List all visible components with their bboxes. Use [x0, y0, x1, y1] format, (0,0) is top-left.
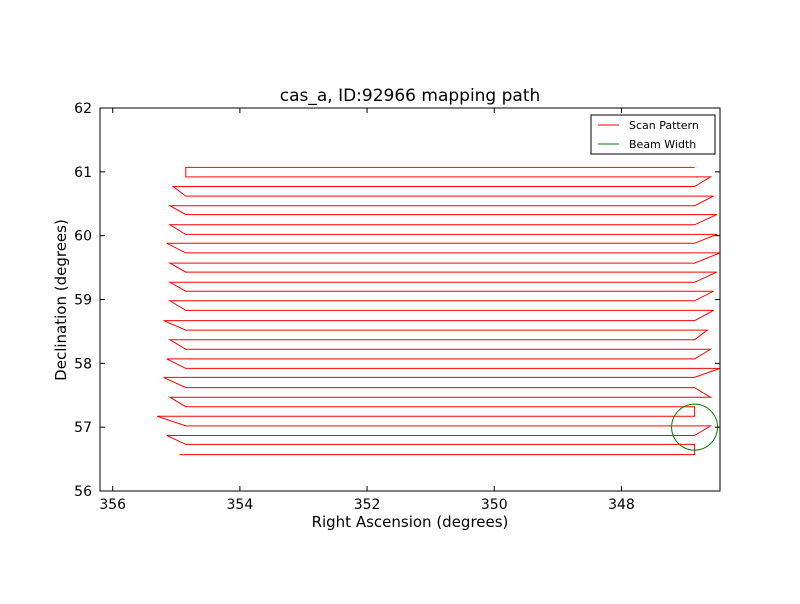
- y-tick-label: 59: [74, 293, 92, 309]
- scan-pattern-line: [157, 166, 721, 456]
- axes: 356 354 352 350 348 56 57 58 59 60 61 62: [74, 101, 721, 513]
- x-tick-label: 352: [354, 497, 381, 513]
- y-tick-label: 58: [74, 356, 92, 372]
- x-tick-label: 356: [99, 497, 126, 513]
- legend-label-beam-width: Beam Width: [629, 138, 696, 151]
- legend-box: [590, 114, 716, 155]
- x-tick-label: 350: [481, 497, 508, 513]
- legend: Scan Pattern Beam Width: [590, 114, 716, 155]
- y-tick-label: 57: [74, 420, 92, 436]
- chart-title: cas_a, ID:92966 mapping path: [280, 86, 541, 106]
- x-axis-label: Right Ascension (degrees): [312, 513, 509, 531]
- y-tick-label: 62: [74, 101, 92, 117]
- y-tick-label: 56: [74, 484, 92, 500]
- legend-label-scan-pattern: Scan Pattern: [629, 119, 699, 132]
- y-axis-label: Declination (degrees): [52, 219, 70, 381]
- y-tick-label: 61: [74, 165, 92, 181]
- y-tick-label: 60: [74, 229, 92, 245]
- x-tick-label: 348: [608, 497, 635, 513]
- x-tick-label: 354: [227, 497, 254, 513]
